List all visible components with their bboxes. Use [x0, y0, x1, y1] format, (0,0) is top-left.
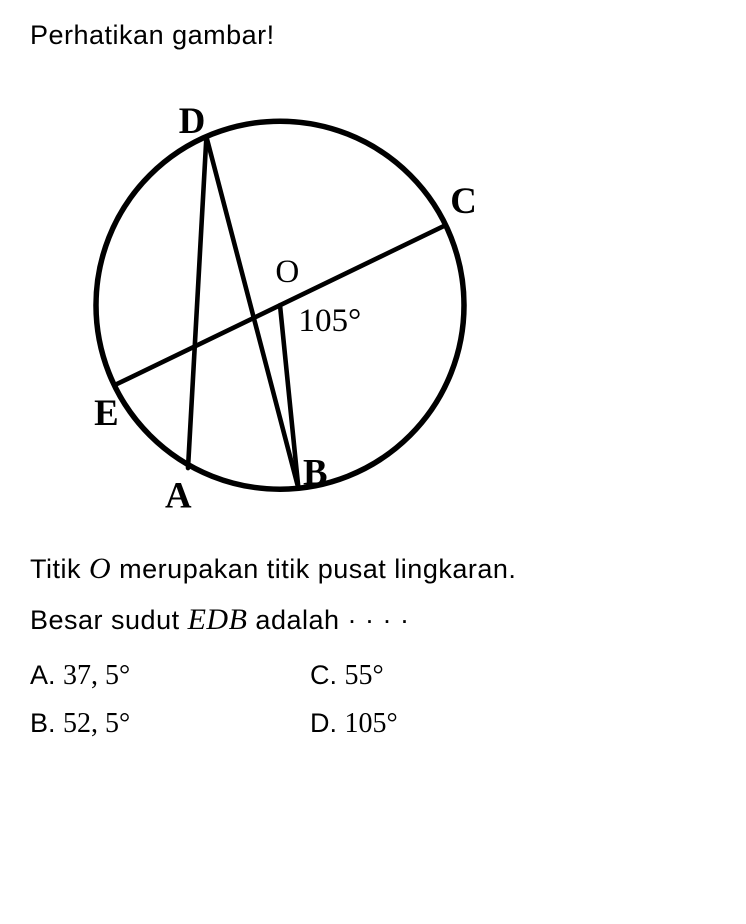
option-D: D. 105°: [310, 708, 590, 740]
q-line2-pre: Besar sudut: [30, 605, 188, 635]
circle-diagram: A B C D E O 105°: [50, 66, 716, 533]
option-D-value: 105°: [345, 708, 398, 739]
svg-text:B: B: [303, 452, 328, 493]
svg-text:E: E: [94, 392, 119, 433]
option-A-label: A.: [30, 660, 63, 690]
var-EDB: EDB: [188, 603, 248, 636]
option-C: C. 55°: [310, 660, 590, 692]
option-A: A. 37, 5°: [30, 660, 310, 692]
svg-text:105°: 105°: [298, 302, 361, 339]
svg-text:O: O: [275, 253, 299, 290]
option-C-label: C.: [310, 660, 345, 690]
option-D-label: D.: [310, 708, 345, 738]
q-dots: · · · ·: [348, 605, 410, 635]
option-B-label: B.: [30, 708, 63, 738]
option-C-value: 55°: [345, 660, 384, 691]
instruction-text: Perhatikan gambar!: [30, 20, 716, 51]
var-O: O: [89, 552, 111, 585]
option-A-value: 37, 5°: [63, 660, 130, 691]
answer-row-2: B. 52, 5° D. 105°: [30, 708, 716, 740]
svg-text:C: C: [450, 180, 477, 221]
option-B-value: 52, 5°: [63, 708, 130, 739]
q-line1-post: merupakan titik pusat lingkaran.: [111, 554, 516, 584]
answer-options: A. 37, 5° C. 55° B. 52, 5° D. 105°: [30, 660, 716, 740]
option-B: B. 52, 5°: [30, 708, 310, 740]
svg-text:A: A: [165, 475, 192, 516]
diagram-svg: A B C D E O 105°: [50, 66, 510, 526]
question-text: Titik O merupakan titik pusat lingkaran.…: [30, 543, 716, 645]
svg-text:D: D: [179, 100, 206, 141]
q-line2-post: adalah: [247, 605, 347, 635]
answer-row-1: A. 37, 5° C. 55°: [30, 660, 716, 692]
q-line1-pre: Titik: [30, 554, 89, 584]
